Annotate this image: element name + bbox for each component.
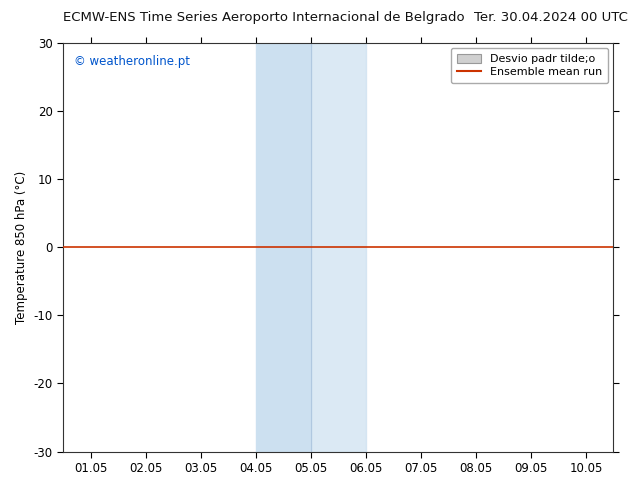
Text: © weatheronline.pt: © weatheronline.pt bbox=[74, 55, 190, 68]
Bar bbox=[311, 43, 366, 452]
Y-axis label: Temperature 850 hPa (°C): Temperature 850 hPa (°C) bbox=[15, 171, 28, 324]
Bar bbox=[256, 43, 311, 452]
Text: Ter. 30.04.2024 00 UTC: Ter. 30.04.2024 00 UTC bbox=[474, 11, 628, 24]
Legend: Desvio padr tilde;o, Ensemble mean run: Desvio padr tilde;o, Ensemble mean run bbox=[451, 48, 608, 83]
Text: ECMW-ENS Time Series Aeroporto Internacional de Belgrado: ECMW-ENS Time Series Aeroporto Internaci… bbox=[63, 11, 465, 24]
